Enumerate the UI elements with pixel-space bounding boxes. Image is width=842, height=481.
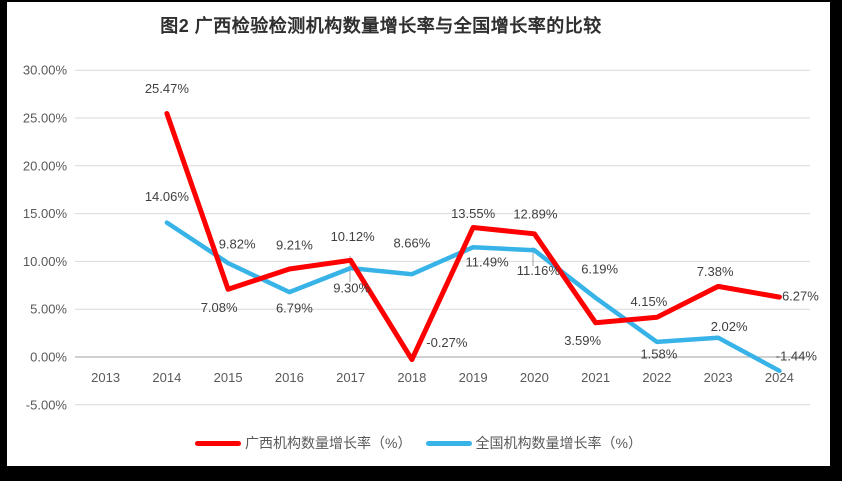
data-label-national-2016: 6.79% [276, 301, 313, 316]
legend-line-swatch-guangxi [195, 440, 242, 446]
y-axis-tick-label: 30.00% [23, 63, 68, 78]
data-label-national-2017: 9.30% [333, 281, 370, 296]
x-axis-tick-label: 2020 [520, 370, 549, 385]
chart-canvas [7, 2, 830, 466]
data-label-national-2018: 8.66% [393, 236, 430, 251]
data-label-guangxi-2019: 13.55% [451, 206, 496, 221]
data-label-national-2021: 6.19% [581, 261, 618, 276]
data-label-guangxi-2024: 6.27% [782, 289, 819, 304]
y-axis-tick-label: 0.00% [30, 350, 67, 365]
series-line-guangxi [164, 111, 782, 363]
data-label-guangxi-2015: 7.08% [201, 300, 238, 315]
y-axis-tick-label: 20.00% [23, 158, 68, 173]
x-axis-tick-label: 2018 [397, 370, 426, 385]
data-label-guangxi-2016: 9.21% [276, 237, 313, 252]
data-label-guangxi-2021: 3.59% [564, 333, 601, 348]
data-label-guangxi-2023: 7.38% [697, 264, 734, 279]
chart-legend: 广西机构数量增长率（%） 全国机构数量增长率（%） [7, 433, 830, 453]
x-axis-tick-label: 2023 [704, 370, 733, 385]
data-label-national-2015: 9.82% [219, 237, 256, 252]
x-axis-tick-label: 2013 [91, 370, 120, 385]
data-label-national-2023: 2.02% [711, 319, 748, 334]
x-axis-tick-label: 2019 [459, 370, 488, 385]
data-label-national-2019: 11.49% [466, 255, 510, 270]
series-line-national [164, 220, 782, 374]
data-label-guangxi-2018: -0.27% [426, 335, 468, 350]
data-label-guangxi-2014: 25.47% [145, 81, 190, 96]
chart-title: 图2 广西检验检测机构数量增长率与全国增长率的比较 [160, 16, 602, 36]
y-axis-tick-label: 5.00% [30, 302, 67, 317]
y-axis-tick-label: 15.00% [23, 206, 68, 221]
data-label-national-2020: 11.16% [517, 263, 561, 278]
x-axis-tick-label: 2021 [581, 370, 610, 385]
data-label-guangxi-2022: 4.15% [630, 294, 667, 309]
data-label-national-2014: 14.06% [145, 189, 190, 204]
x-axis-tick-label: 2024 [765, 370, 794, 385]
x-axis-tick-label: 2022 [642, 370, 671, 385]
x-axis-tick-label: 2015 [214, 370, 243, 385]
y-axis-tick-label: -5.00% [26, 397, 68, 412]
legend-label-national: 全国机构数量增长率（%） [475, 435, 642, 451]
y-axis-tick-label: 25.00% [23, 111, 68, 126]
legend-label-guangxi: 广西机构数量增长率（%） [245, 435, 412, 451]
legend-item-national: 全国机构数量增长率（%） [425, 433, 642, 453]
data-label-national-2022: 1.58% [640, 346, 677, 361]
x-axis-tick-label: 2016 [275, 370, 304, 385]
legend-line-swatch-national [425, 440, 472, 446]
x-axis-tick-label: 2017 [336, 370, 365, 385]
legend-item-guangxi: 广西机构数量增长率（%） [195, 433, 412, 453]
data-label-guangxi-2020: 12.89% [513, 206, 558, 221]
data-label-national-2024: -1.44% [776, 348, 818, 363]
x-axis-tick-label: 2014 [152, 370, 181, 385]
y-axis-tick-label: 10.00% [23, 254, 68, 269]
data-label-guangxi-2017: 10.12% [331, 229, 376, 244]
